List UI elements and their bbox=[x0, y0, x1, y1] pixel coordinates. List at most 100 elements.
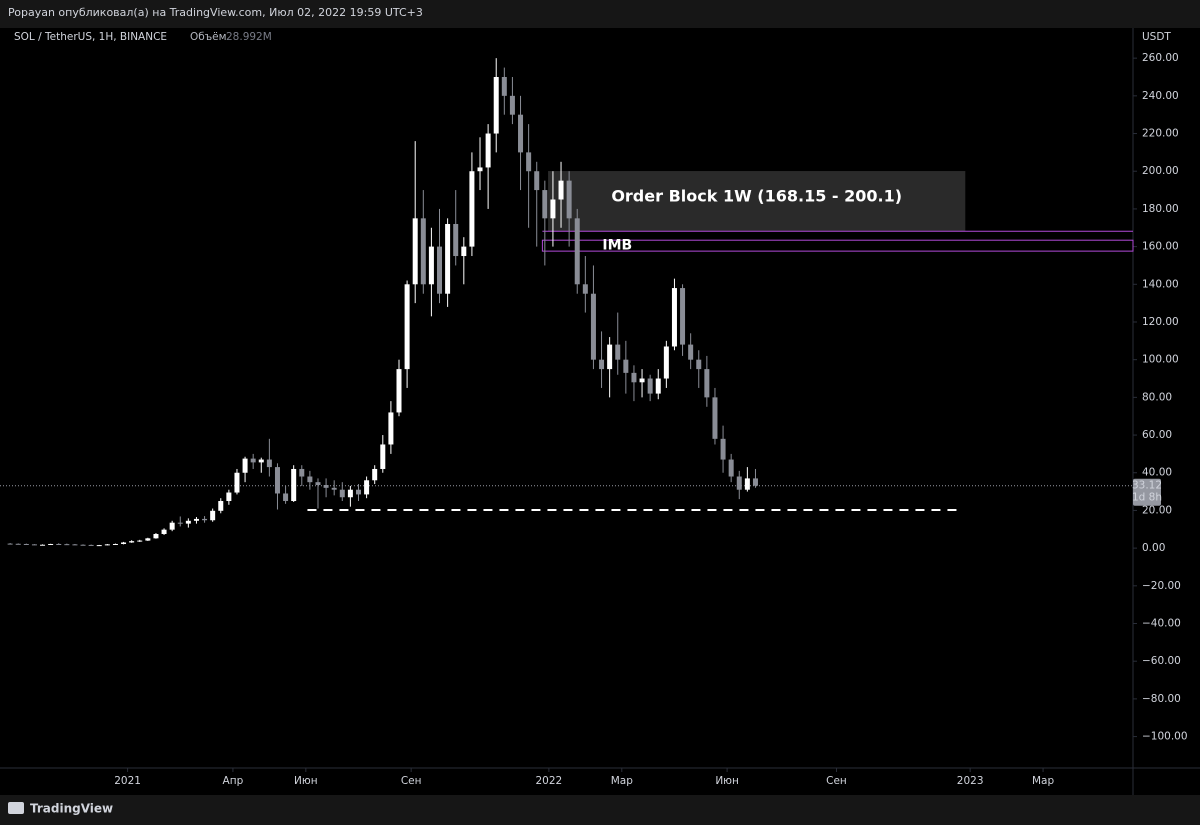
candle-body bbox=[104, 544, 110, 546]
candle-body bbox=[96, 545, 102, 547]
candle-body bbox=[493, 76, 499, 134]
candle-body bbox=[615, 344, 621, 360]
y-tick-label: 0.00 bbox=[1142, 542, 1165, 554]
candle-body bbox=[445, 223, 451, 294]
y-tick-label: −60.00 bbox=[1142, 655, 1181, 667]
candle-body bbox=[388, 412, 394, 445]
candle-body bbox=[720, 438, 726, 460]
candle-body bbox=[728, 459, 734, 477]
candle-body bbox=[696, 359, 702, 370]
candle-body bbox=[688, 344, 694, 360]
x-tick-label: Июн bbox=[715, 775, 739, 787]
x-tick-label: Июн bbox=[294, 775, 318, 787]
candle-body bbox=[671, 288, 677, 347]
candle-body bbox=[31, 544, 37, 546]
symbol: SOL / TetherUS, 1H, BINANCE bbox=[14, 31, 167, 43]
candle-body bbox=[112, 543, 118, 545]
candle-body bbox=[550, 199, 556, 219]
candle-body bbox=[137, 540, 143, 542]
imbalance-zone bbox=[541, 239, 1134, 252]
candle-body bbox=[631, 372, 637, 383]
candle-body bbox=[145, 538, 151, 541]
candle-body bbox=[193, 518, 199, 521]
candle-body bbox=[558, 180, 564, 200]
footer-brand: TradingView bbox=[30, 802, 113, 816]
y-tick-label: 140.00 bbox=[1142, 278, 1179, 290]
candle-body bbox=[509, 95, 515, 115]
y-tick-label: 180.00 bbox=[1142, 203, 1179, 215]
y-tick-label: 220.00 bbox=[1142, 128, 1179, 140]
candle-body bbox=[72, 544, 78, 546]
candle-body bbox=[380, 444, 386, 469]
candle-body bbox=[355, 489, 361, 495]
candle-body bbox=[663, 346, 669, 379]
candle-body bbox=[266, 459, 272, 468]
candle-body bbox=[396, 369, 402, 413]
y-tick-label: 120.00 bbox=[1142, 316, 1179, 328]
candle-body bbox=[364, 480, 370, 495]
y-tick-label: −20.00 bbox=[1142, 580, 1181, 592]
candle-body bbox=[485, 133, 491, 168]
candle-body bbox=[534, 171, 540, 191]
candle-body bbox=[526, 152, 532, 172]
candle-body bbox=[323, 484, 329, 488]
candle-body bbox=[218, 501, 224, 511]
candle-body bbox=[607, 344, 613, 370]
candle-body bbox=[574, 218, 580, 285]
candle-body bbox=[404, 284, 410, 370]
candle-body bbox=[339, 489, 345, 498]
candle-body bbox=[23, 543, 29, 545]
x-tick-label: 2021 bbox=[114, 775, 141, 787]
y-tick-label: 20.00 bbox=[1142, 504, 1172, 516]
y-tick-label: 40.00 bbox=[1142, 467, 1172, 479]
order-block-label: Order Block 1W (168.15 - 200.1) bbox=[611, 187, 902, 206]
candle-body bbox=[64, 544, 70, 546]
chart-pane bbox=[0, 28, 1200, 795]
y-tick-label: 200.00 bbox=[1142, 165, 1179, 177]
candle-body bbox=[469, 171, 475, 247]
last-price-box bbox=[1133, 478, 1161, 506]
last-price-label: 33.12 bbox=[1132, 480, 1162, 492]
candle-body bbox=[242, 458, 248, 473]
candle-body bbox=[226, 492, 232, 502]
plot: 260.00 240.00 220.00 200.00 180.00 160.00 140.… bbox=[0, 52, 1188, 787]
volume-label: Объём bbox=[190, 31, 227, 43]
candle-body bbox=[299, 468, 305, 477]
candle-body bbox=[56, 543, 62, 545]
candle-body bbox=[704, 369, 710, 398]
y-tick-label: 100.00 bbox=[1142, 354, 1179, 366]
candle-body bbox=[88, 544, 94, 546]
candle-body bbox=[477, 167, 483, 172]
candle-body bbox=[542, 190, 548, 219]
candle-body bbox=[40, 544, 46, 546]
x-tick-label: Мар bbox=[611, 775, 633, 787]
y-tick-label: −100.00 bbox=[1142, 731, 1188, 743]
candle-body bbox=[599, 359, 605, 370]
x-tick-label: 2023 bbox=[957, 775, 984, 787]
candle-body bbox=[15, 543, 21, 545]
candle-body bbox=[518, 114, 524, 153]
logo-icon bbox=[8, 802, 24, 814]
candle-body bbox=[80, 544, 86, 546]
y-tick-label: 160.00 bbox=[1142, 241, 1179, 253]
candle-body bbox=[347, 489, 353, 498]
candle-body bbox=[258, 459, 264, 463]
candle-body bbox=[752, 478, 758, 486]
candle-body bbox=[501, 76, 507, 96]
x-tick-label: Мар bbox=[1032, 775, 1054, 787]
candle-body bbox=[566, 180, 572, 219]
candle-body bbox=[461, 246, 467, 257]
x-tick-label: Сен bbox=[401, 775, 422, 787]
candle-body bbox=[307, 476, 313, 483]
candle-body bbox=[655, 378, 661, 394]
candle-body bbox=[234, 472, 240, 493]
candle-body bbox=[210, 510, 216, 521]
y-tick-label: 80.00 bbox=[1142, 391, 1172, 403]
candle-body bbox=[331, 487, 337, 490]
countdown: 1d 8h bbox=[1132, 492, 1162, 504]
y-tick-label: −40.00 bbox=[1142, 618, 1181, 630]
order-block bbox=[548, 171, 966, 232]
candle-body bbox=[647, 378, 653, 394]
candle-body bbox=[283, 493, 289, 502]
